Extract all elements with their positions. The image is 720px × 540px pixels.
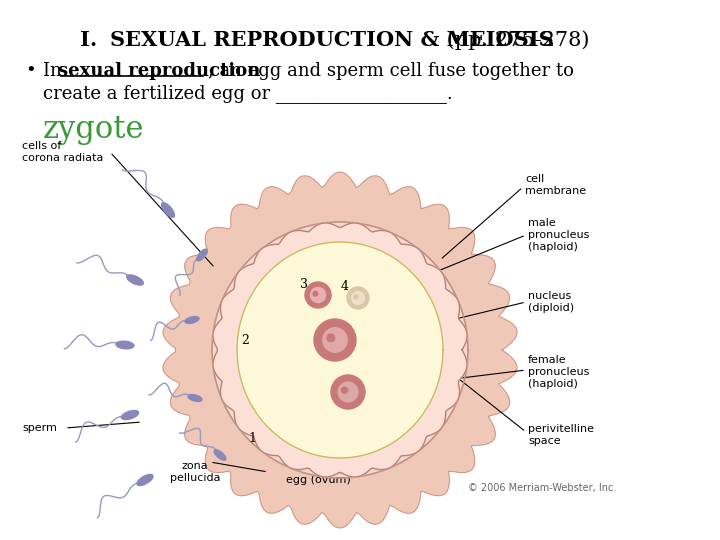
Polygon shape [226, 236, 454, 464]
Ellipse shape [188, 395, 202, 401]
Text: sexual reproduction: sexual reproduction [58, 62, 261, 80]
Polygon shape [237, 242, 443, 458]
Text: 2: 2 [241, 334, 249, 347]
Text: cell
membrane: cell membrane [525, 174, 586, 196]
Text: 3: 3 [300, 278, 308, 291]
Text: create a fertilized egg or ___________________.: create a fertilized egg or _____________… [43, 84, 453, 103]
Text: , an egg and sperm cell fuse together to: , an egg and sperm cell fuse together to [208, 62, 574, 80]
Polygon shape [213, 223, 467, 477]
Ellipse shape [137, 475, 153, 485]
Ellipse shape [197, 249, 207, 261]
Text: sperm: sperm [22, 423, 57, 433]
Text: egg (ovum): egg (ovum) [286, 475, 351, 485]
Circle shape [351, 292, 364, 305]
Text: © 2006 Merriam-Webster, Inc.: © 2006 Merriam-Webster, Inc. [468, 483, 616, 493]
Text: perivitelline
space: perivitelline space [528, 424, 594, 446]
Text: zona
pellucida: zona pellucida [170, 461, 220, 483]
Circle shape [323, 328, 347, 352]
Text: 4: 4 [341, 280, 349, 293]
Text: In: In [43, 62, 68, 80]
Polygon shape [163, 172, 517, 528]
Circle shape [347, 287, 369, 309]
Circle shape [341, 387, 348, 393]
Text: cells of
corona radiata: cells of corona radiata [22, 141, 104, 163]
Circle shape [313, 292, 318, 296]
Text: female
pronucleus
(haploid): female pronucleus (haploid) [528, 355, 590, 389]
Text: nucleus
(diploid): nucleus (diploid) [528, 291, 574, 313]
Circle shape [327, 334, 335, 342]
Text: zygote: zygote [43, 114, 145, 145]
Ellipse shape [116, 341, 134, 349]
Ellipse shape [161, 202, 174, 217]
Text: SEXUAL REPRODUCTION & MEIOSIS: SEXUAL REPRODUCTION & MEIOSIS [110, 30, 554, 50]
Ellipse shape [185, 316, 199, 323]
Ellipse shape [122, 410, 139, 420]
Text: •: • [25, 62, 36, 80]
Text: (pp. 275-278): (pp. 275-278) [440, 30, 590, 50]
Polygon shape [212, 222, 468, 478]
Circle shape [314, 319, 356, 361]
Ellipse shape [214, 450, 226, 460]
Ellipse shape [127, 275, 143, 285]
Text: male
pronucleus
(haploid): male pronucleus (haploid) [528, 218, 590, 252]
Circle shape [354, 295, 358, 299]
Circle shape [331, 375, 365, 409]
Circle shape [310, 287, 325, 302]
Circle shape [338, 382, 358, 402]
Text: I.: I. [80, 30, 97, 50]
Circle shape [305, 282, 331, 308]
Text: 1: 1 [248, 431, 256, 444]
